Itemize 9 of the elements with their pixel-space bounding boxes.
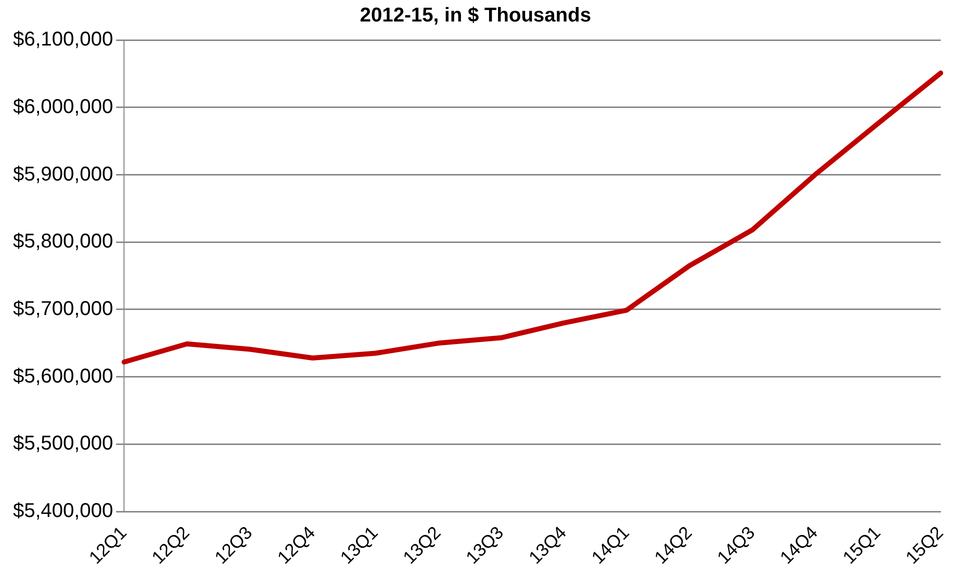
y-tick-label: $5,600,000 <box>12 365 114 388</box>
y-tick-label: $5,800,000 <box>12 230 114 253</box>
y-tick-label: $6,100,000 <box>12 28 114 51</box>
y-tick-label: $5,700,000 <box>12 298 114 320</box>
y-tick-label: $5,900,000 <box>12 163 114 186</box>
y-tick-label: $5,500,000 <box>12 432 114 455</box>
y-tick-label: $5,400,000 <box>12 500 114 522</box>
y-tick-label: $6,000,000 <box>12 96 114 118</box>
chart-title: 2012-15, in $ Thousands <box>360 4 592 27</box>
